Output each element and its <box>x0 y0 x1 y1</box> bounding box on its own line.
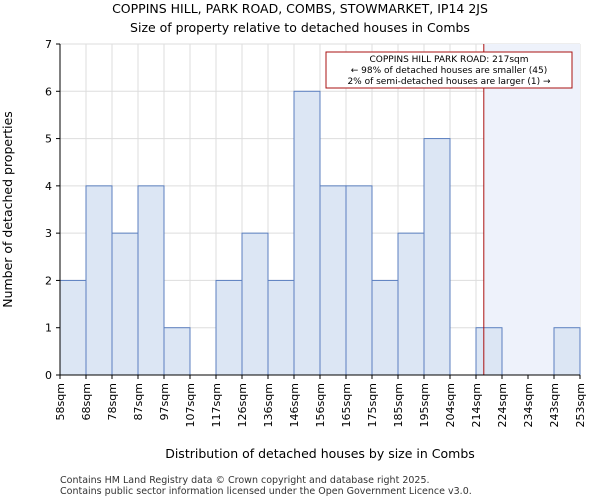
x-tick-label: 214sqm <box>470 383 483 427</box>
x-tick-label: 185sqm <box>392 383 405 427</box>
bar <box>111 232 139 376</box>
x-tick-label: 68sqm <box>80 383 93 420</box>
x-tick-label: 58sqm <box>54 383 67 420</box>
chart-subtitle: Size of property relative to detached ho… <box>130 20 470 35</box>
y-tick-label: 5 <box>45 133 52 146</box>
x-tick-label: 156sqm <box>314 383 327 427</box>
x-tick-label: 195sqm <box>418 383 431 427</box>
x-tick-label: 146sqm <box>288 383 301 427</box>
annotation-line-3: 2% of semi-detached houses are larger (1… <box>347 77 551 87</box>
x-ticks: 58sqm 68sqm 78sqm 87sqm 97sqm 107sqm 117sqm 126… <box>54 375 587 427</box>
bars <box>59 90 581 376</box>
x-tick-label: 136sqm <box>262 383 275 427</box>
bar <box>553 327 581 376</box>
bar <box>241 232 269 376</box>
footer-line-2: Contains public sector information licen… <box>60 486 472 497</box>
annotation-line-2: ← 98% of detached houses are smaller (45… <box>351 66 548 76</box>
y-tick-label: 4 <box>45 180 52 193</box>
bar <box>137 185 165 376</box>
chart-title: COPPINS HILL, PARK ROAD, COMBS, STOWMARK… <box>112 1 488 16</box>
x-tick-label: 78sqm <box>106 383 119 420</box>
x-tick-label: 165sqm <box>340 383 353 427</box>
bar <box>475 327 503 376</box>
x-tick-label: 117sqm <box>210 383 223 427</box>
x-tick-label: 175sqm <box>366 383 379 427</box>
bar <box>215 279 243 376</box>
bar <box>423 138 451 376</box>
x-tick-label: 87sqm <box>132 383 145 420</box>
x-axis-label: Distribution of detached houses by size … <box>165 446 475 461</box>
y-tick-label: 2 <box>45 274 52 287</box>
bar <box>59 279 87 376</box>
bar <box>345 185 373 376</box>
bar <box>163 327 191 376</box>
y-tick-label: 3 <box>45 227 52 240</box>
annotation-frame <box>325 51 573 89</box>
footer-line-1: Contains HM Land Registry data © Crown c… <box>60 475 430 486</box>
highlight-region <box>483 44 580 375</box>
x-tick-label: 224sqm <box>496 383 509 427</box>
x-tick-label: 243sqm <box>548 383 561 427</box>
bar <box>319 185 347 376</box>
bar <box>397 232 425 376</box>
bar <box>371 279 399 376</box>
y-tick-label: 7 <box>45 38 52 51</box>
bar <box>267 279 295 376</box>
x-tick-label: 234sqm <box>522 383 535 427</box>
bar <box>85 185 113 376</box>
x-tick-label: 126sqm <box>236 383 249 427</box>
y-tick-label: 1 <box>45 322 52 335</box>
y-tick-label: 6 <box>45 85 52 98</box>
y-axis-label: Number of detached properties <box>0 111 15 308</box>
y-ticks: 0 1 2 3 4 5 6 7 <box>45 38 60 382</box>
annotation-line-1: COPPINS HILL PARK ROAD: 217sqm <box>369 55 528 65</box>
x-tick-label: 97sqm <box>158 383 171 420</box>
x-tick-label: 107sqm <box>184 383 197 427</box>
annotation-box: COPPINS HILL PARK ROAD: 217sqm ← 98% of … <box>325 51 573 89</box>
bar <box>293 90 321 376</box>
x-tick-label: 204sqm <box>444 383 457 427</box>
y-tick-label: 0 <box>45 369 52 382</box>
x-tick-label: 253sqm <box>574 383 587 427</box>
